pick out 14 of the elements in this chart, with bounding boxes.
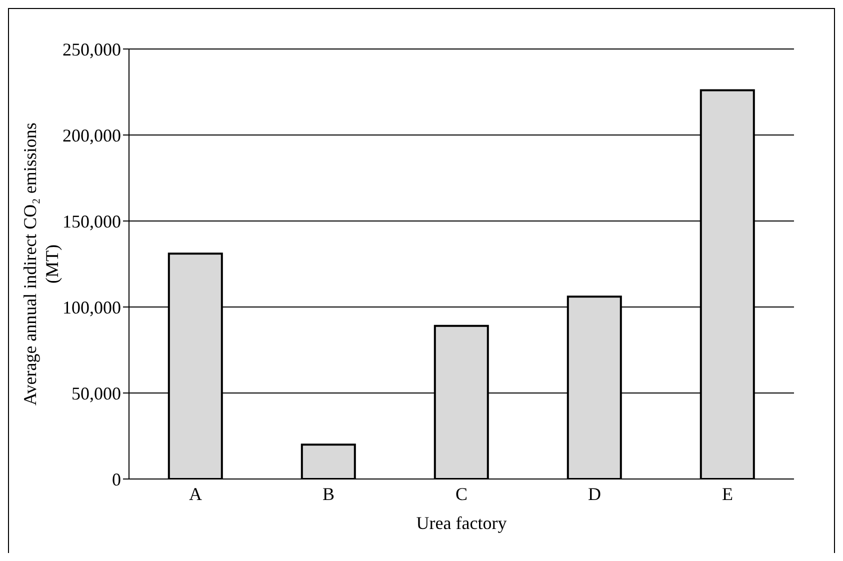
bar: [300, 444, 356, 479]
x-axis-title: Urea factory: [416, 513, 507, 533]
y-tick-label: 0: [112, 469, 121, 490]
y-tick-label: 50,000: [72, 383, 121, 404]
x-tick-label: A: [189, 484, 202, 504]
y-tick-label: 150,000: [62, 211, 121, 232]
y-axis-title: Average annual indirect CO₂ emissions (MT): [20, 122, 62, 406]
y-tick-label: 100,000: [62, 297, 121, 318]
x-tick-label: D: [588, 484, 601, 504]
x-tick-label: C: [455, 484, 468, 504]
x-tick-label: B: [322, 484, 335, 504]
x-tick-label: E: [722, 484, 733, 504]
y-tick-label: 200,000: [62, 125, 121, 146]
y-tick-label: 250,000: [62, 39, 121, 60]
